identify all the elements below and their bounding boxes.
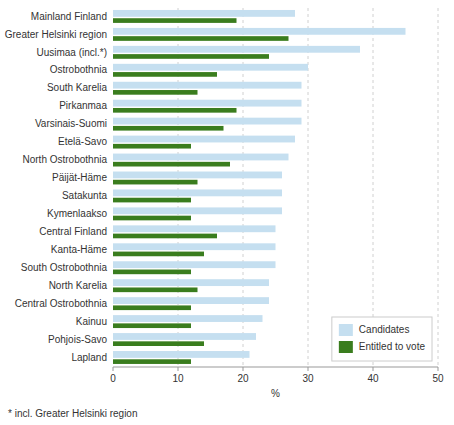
bar	[113, 126, 224, 131]
bar	[113, 198, 191, 203]
bar	[113, 279, 269, 286]
bar	[113, 261, 276, 268]
bar	[113, 297, 269, 304]
bar	[113, 18, 237, 23]
bar	[113, 287, 198, 292]
grid	[178, 8, 438, 367]
category-label: North Karelia	[49, 280, 108, 291]
bar	[113, 333, 256, 340]
bar	[113, 270, 191, 275]
category-label: Pirkanmaa	[59, 100, 107, 111]
category-label: Greater Helsinki region	[5, 29, 107, 40]
tick-mark	[373, 367, 374, 371]
bar	[113, 315, 263, 322]
bar	[113, 90, 198, 95]
category-label: Lapland	[71, 352, 107, 363]
bar	[113, 82, 302, 89]
category-label: Central Ostrobothnia	[15, 298, 108, 309]
bar	[113, 207, 282, 214]
bar	[113, 351, 250, 358]
bar	[113, 252, 204, 257]
bar	[113, 189, 282, 196]
bar	[113, 243, 276, 250]
x-axis-label: %	[271, 388, 280, 399]
bar	[113, 28, 406, 35]
bar	[113, 341, 204, 346]
tick-label: 40	[367, 373, 379, 384]
tick-label: 20	[237, 373, 249, 384]
tick-label: 10	[172, 373, 184, 384]
bar	[113, 234, 217, 239]
category-label: Kanta-Häme	[51, 244, 108, 255]
bar	[113, 172, 282, 179]
bar	[113, 144, 191, 149]
legend-box	[332, 317, 432, 361]
grid-line	[438, 8, 439, 367]
grid-line	[243, 8, 244, 367]
bar	[113, 154, 289, 161]
grid-line	[308, 8, 309, 367]
bar	[113, 162, 230, 167]
category-label: South Karelia	[47, 82, 107, 93]
category-label: Päijät-Häme	[52, 172, 107, 183]
category-label: North Ostrobothnia	[23, 154, 108, 165]
category-label: Kymenlaakso	[47, 208, 107, 219]
tick-label: 50	[432, 373, 444, 384]
bar	[113, 36, 289, 41]
bar	[113, 72, 217, 77]
legend-swatch	[339, 341, 353, 353]
category-label: Satakunta	[62, 190, 107, 201]
bar	[113, 216, 191, 221]
category-label: Varsinais-Suomi	[35, 118, 107, 129]
tick-mark	[243, 367, 244, 371]
bar	[113, 10, 295, 17]
category-label: South Ostrobothnia	[21, 262, 108, 273]
tick-label: 30	[302, 373, 314, 384]
category-label: Pohjois-Savo	[48, 334, 107, 345]
category-label: Uusimaa (incl.*)	[36, 47, 107, 58]
bar	[113, 118, 302, 125]
bar	[113, 323, 191, 328]
tick-mark	[113, 367, 114, 371]
tick-label: 0	[110, 373, 116, 384]
chart-container: Mainland Finland Greater Helsinki region U…	[0, 0, 454, 425]
axis-line	[113, 367, 438, 368]
bar	[113, 46, 360, 53]
y-axis-labels: Mainland Finland Greater Helsinki region U…	[5, 11, 108, 363]
legend: Candidates Entitled to vote	[332, 317, 432, 361]
bar	[113, 305, 191, 310]
bar	[113, 225, 276, 232]
legend-swatch	[339, 324, 353, 336]
bar	[113, 359, 191, 364]
category-label: Ostrobothnia	[50, 64, 108, 75]
footnote: * incl. Greater Helsinki region	[8, 408, 138, 419]
tick-mark	[438, 367, 439, 371]
bars	[113, 10, 406, 364]
bar	[113, 108, 237, 113]
bar	[113, 64, 308, 71]
legend-label: Entitled to vote	[359, 341, 426, 352]
bar	[113, 136, 295, 143]
bar	[113, 180, 198, 185]
grid-line	[178, 8, 179, 367]
legend-label: Candidates	[359, 324, 410, 335]
tick-mark	[308, 367, 309, 371]
category-label: Etelä-Savo	[58, 136, 107, 147]
category-label: Kainuu	[76, 316, 107, 327]
category-label: Mainland Finland	[31, 11, 107, 22]
bar	[113, 100, 302, 107]
bar	[113, 54, 269, 59]
x-axis: 0 10 20 30 40 50	[110, 367, 444, 384]
chart: Mainland Finland Greater Helsinki region U…	[0, 0, 454, 425]
grid-line	[373, 8, 374, 367]
tick-mark	[178, 367, 179, 371]
category-label: Central Finland	[39, 226, 107, 237]
